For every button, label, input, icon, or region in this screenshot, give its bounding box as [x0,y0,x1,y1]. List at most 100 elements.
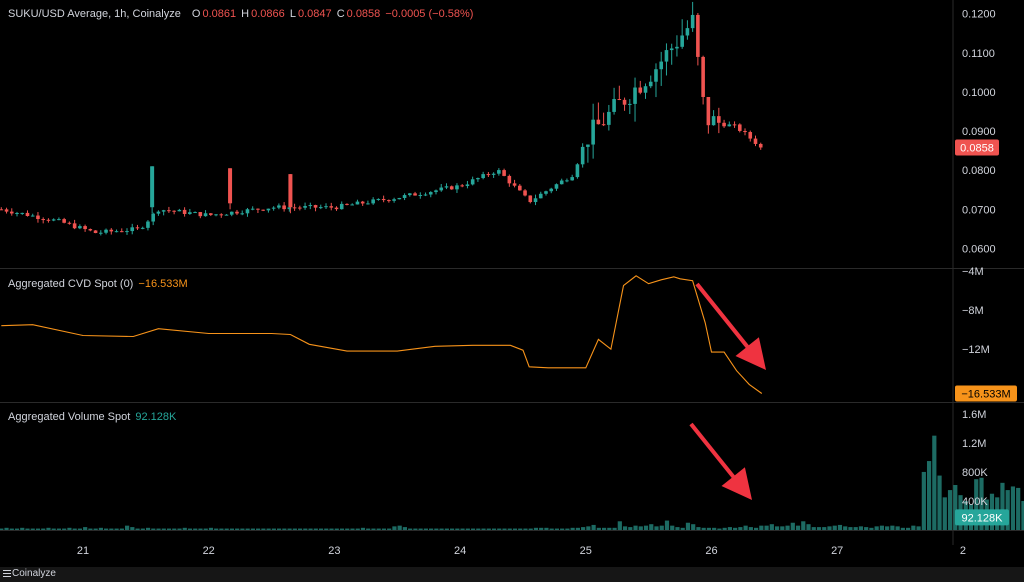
volume-bar [93,528,98,530]
time-axis-tick: 27 [831,545,843,557]
candle-body [460,185,464,187]
volume-bar [287,528,292,530]
volume-bar [575,527,580,530]
volume-bar [135,528,140,530]
candle-body [62,219,66,223]
candle-body [150,166,155,208]
candle-body [743,130,747,133]
volume-bar [229,528,235,530]
volume-bar [827,526,832,530]
candle-body [376,198,381,200]
volume-bar [570,527,575,530]
volume-bar [843,526,848,530]
volume-bar [497,528,502,530]
time-axis-tick: 24 [454,545,466,557]
price-axis-tick: 0.1200 [962,9,996,21]
candle-body [408,193,412,196]
candle-body [15,212,19,214]
candle-body [167,210,171,212]
candle-body [722,122,726,127]
volume-bar [727,527,732,530]
candle-body [30,215,35,217]
candle-body [381,198,386,201]
candle-body [256,208,260,210]
volume-bar [1016,487,1021,530]
cvd-last-label [955,385,1017,402]
candle-body [690,14,695,29]
candle-body [643,86,648,93]
candle-body [664,50,669,62]
volume-bar [753,527,759,530]
volume-bar [921,471,926,530]
volume-bar [979,477,984,530]
candle-body [146,221,150,228]
volume-bar [56,528,62,530]
volume-bar [806,524,811,530]
price-axis-tick: 0.0600 [962,243,996,255]
volume-bar [607,527,612,530]
candle-body [219,214,224,216]
candle-body [41,219,45,221]
volume-bar [879,525,884,530]
candle-body [659,61,664,70]
volume-bar [177,528,182,530]
volume-bar [41,528,46,530]
volume-bar [67,527,72,530]
price-chart-canvas[interactable]: 0.1200 0.1100 0.1000 0.0900 0.0800 0.0700 0.06… [0,0,1024,567]
price-legend: SUKU/USD Average, 1h, Coinalyze O 0.0861 … [8,8,475,20]
volume-last-label [955,509,1009,526]
volume-bar [586,526,591,530]
candle-body [544,191,548,194]
price-axis-tick: 0.1000 [962,87,996,99]
candle-body [680,35,684,47]
candle-body [402,195,407,198]
candle-body [46,219,51,221]
volume-axis-tick: 400K [962,496,988,508]
candle-body [465,184,470,187]
volume-bar [612,527,617,530]
volume-bar [795,525,801,530]
volume-bar [297,528,303,530]
volume-bar [460,528,465,530]
candle-body [470,179,475,185]
volume-bar [748,527,753,530]
candle-body [675,46,679,49]
volume-bar [0,528,4,530]
volume-bar [685,522,691,530]
candle-body [669,48,674,51]
price-axis-tick: 0.0700 [962,204,996,216]
volume-bar [675,527,680,530]
last-price-value: 0.0858 [960,142,994,154]
candle-body [591,119,595,145]
annotation-arrow [695,282,766,370]
candle-body [570,177,574,181]
volume-bar [942,497,947,530]
volume-bar [633,525,638,530]
candle-body [423,194,428,196]
time-axis-tick: 26 [705,545,717,557]
candle-body [701,56,705,97]
close-value: 0.0858 [346,8,381,20]
time-axis-tick: 2 [960,545,966,557]
volume-bar [46,527,51,530]
volume-bar [790,522,795,530]
candle-body [727,124,732,127]
price-axis-tick: 0.1100 [962,48,995,60]
candle-body [617,99,622,101]
candle-body [9,211,14,214]
volume-bar [937,475,942,530]
volume-bar [151,528,156,530]
candle-body [497,170,501,174]
volume-bar [224,528,229,530]
candle-body [413,193,417,196]
volume-bar [203,528,208,530]
candle-body [428,192,433,195]
candle-body [334,207,339,210]
volume-bar [743,525,748,530]
cvd-legend: Aggregated CVD Spot (0) −16.533M [8,278,190,290]
volume-bar [20,527,25,530]
volume-bar [418,528,423,530]
volume-bar [622,526,628,530]
volume-bar [864,527,869,530]
candle-body [250,208,255,210]
